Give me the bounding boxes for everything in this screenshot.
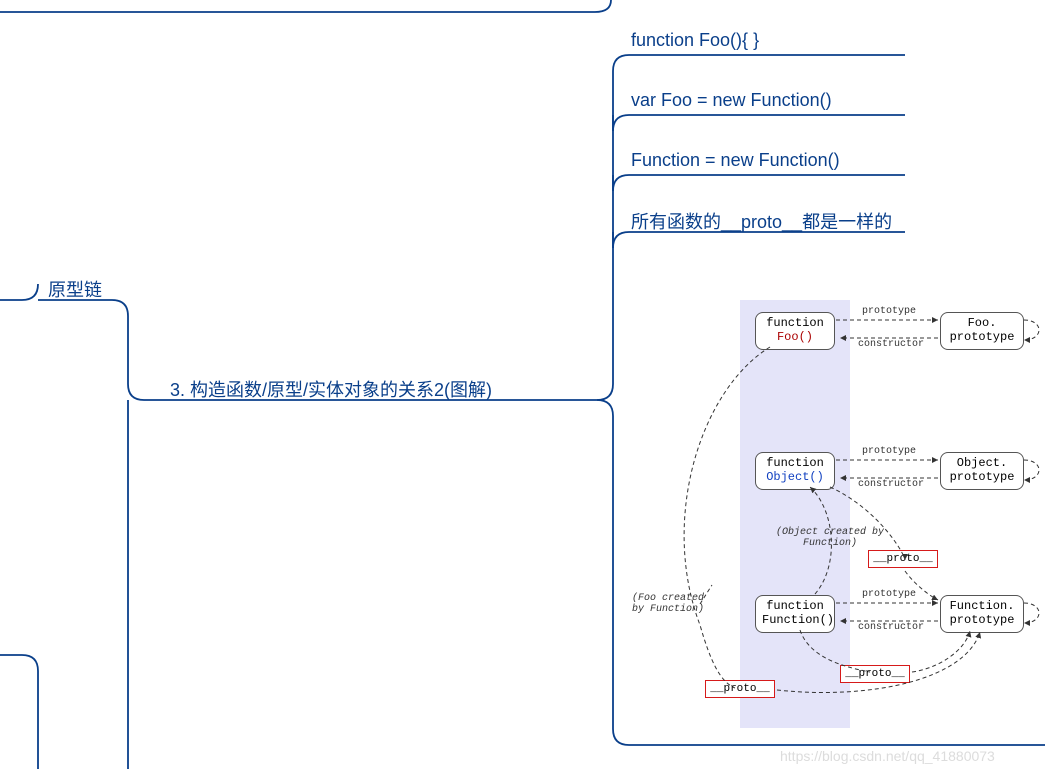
proto-diagram-edges (0, 0, 1062, 769)
watermark: https://blog.csdn.net/qq_41880073 (780, 748, 995, 764)
